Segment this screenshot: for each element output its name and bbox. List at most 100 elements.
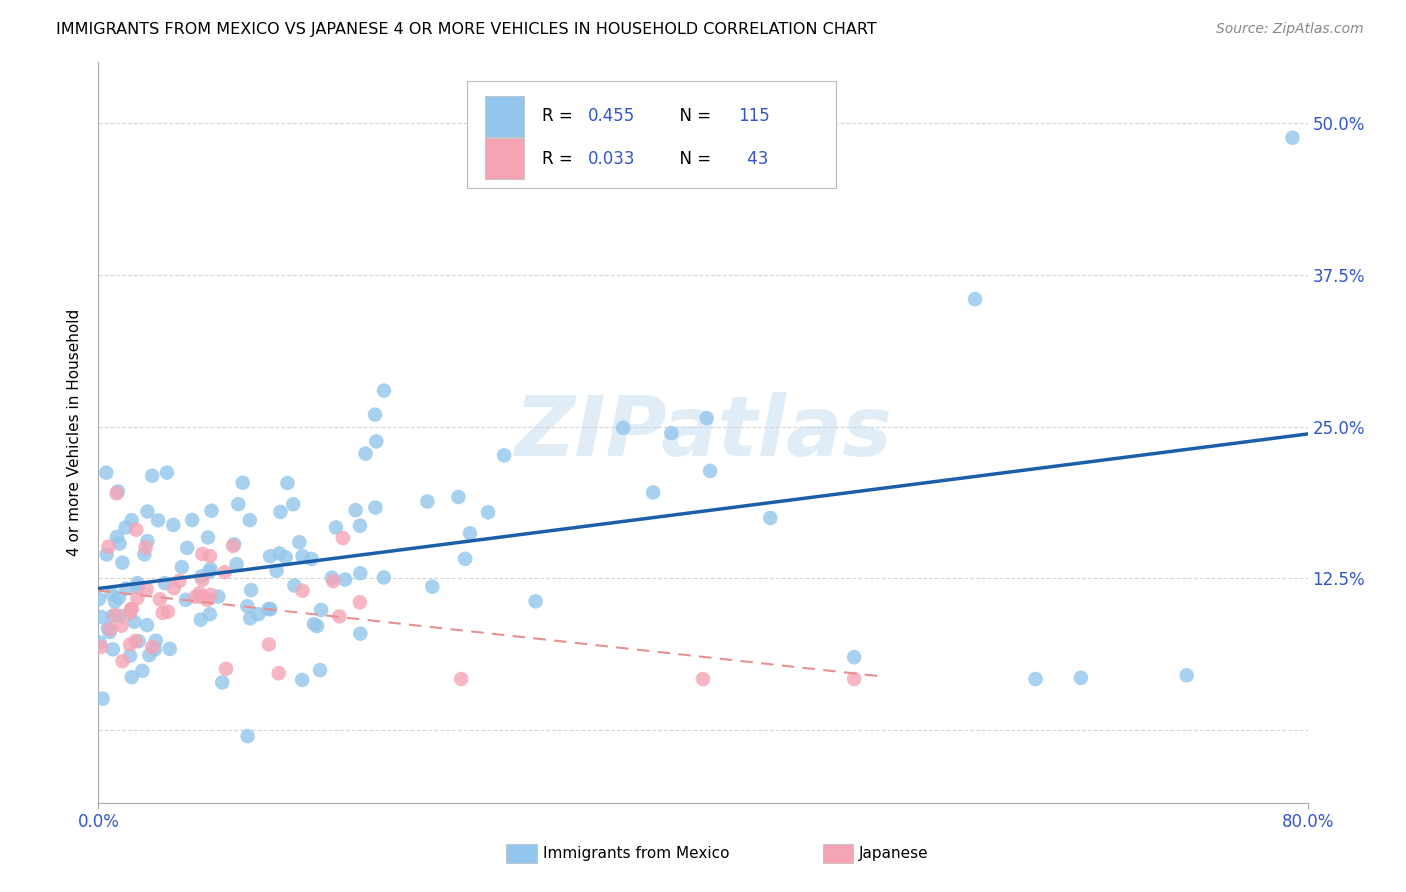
Point xyxy=(349,566,371,581)
Point xyxy=(215,662,238,676)
Point xyxy=(146,513,169,527)
Point xyxy=(124,615,146,629)
Point xyxy=(259,602,281,616)
Point xyxy=(111,654,134,668)
Point xyxy=(325,520,347,534)
Point xyxy=(274,550,297,565)
Point xyxy=(332,531,354,545)
Point xyxy=(90,640,112,654)
Y-axis label: 4 or more Vehicles in Household: 4 or more Vehicles in Household xyxy=(67,309,83,557)
Point xyxy=(143,642,166,657)
Point xyxy=(259,549,281,564)
Point xyxy=(105,486,128,500)
Point xyxy=(281,497,304,511)
Point xyxy=(96,466,118,480)
Point xyxy=(105,530,128,544)
Point xyxy=(100,586,122,600)
Point xyxy=(322,574,344,588)
Text: R =: R = xyxy=(543,150,578,168)
Point xyxy=(198,549,221,563)
Point xyxy=(454,551,477,566)
Point xyxy=(136,534,159,549)
Point xyxy=(159,641,181,656)
Point xyxy=(349,595,371,609)
Text: R =: R = xyxy=(543,108,578,126)
Point xyxy=(188,586,211,600)
Point xyxy=(283,578,305,592)
Point xyxy=(152,606,174,620)
Point xyxy=(114,520,136,534)
Point xyxy=(101,608,124,623)
Point xyxy=(163,581,186,595)
Point xyxy=(96,548,118,562)
Point xyxy=(257,637,280,651)
Point xyxy=(145,633,167,648)
Point xyxy=(108,591,131,605)
Point xyxy=(643,485,665,500)
Point xyxy=(344,503,367,517)
Point xyxy=(170,560,193,574)
Point xyxy=(115,582,138,596)
Point xyxy=(1281,130,1303,145)
Point xyxy=(269,546,291,560)
Point xyxy=(121,670,143,684)
Point xyxy=(97,540,120,554)
Point xyxy=(307,619,329,633)
Point xyxy=(131,664,153,678)
Point xyxy=(477,505,499,519)
Point xyxy=(200,504,222,518)
Point xyxy=(349,518,371,533)
Point xyxy=(169,574,191,588)
Point xyxy=(699,464,721,478)
Point xyxy=(138,648,160,662)
Text: Japanese: Japanese xyxy=(859,847,929,861)
Point xyxy=(420,580,443,594)
Point xyxy=(121,513,143,527)
Point xyxy=(1070,671,1092,685)
Point xyxy=(696,411,718,425)
Point xyxy=(302,617,325,632)
Point xyxy=(118,606,141,620)
Point xyxy=(124,633,146,648)
Point xyxy=(321,571,343,585)
Point xyxy=(214,565,236,579)
Point xyxy=(1175,668,1198,682)
Point xyxy=(269,505,291,519)
Text: N =: N = xyxy=(669,108,717,126)
Point xyxy=(226,497,249,511)
Point xyxy=(191,590,214,604)
Point xyxy=(309,663,332,677)
Point xyxy=(108,536,131,550)
Point xyxy=(291,673,314,687)
Point xyxy=(120,648,142,663)
Point xyxy=(232,475,254,490)
Text: 115: 115 xyxy=(738,108,770,126)
Point xyxy=(364,500,387,515)
Point xyxy=(524,594,547,608)
Point xyxy=(236,599,259,614)
Point xyxy=(184,590,207,604)
Point xyxy=(211,675,233,690)
Point xyxy=(373,570,395,584)
Point xyxy=(354,447,377,461)
Point xyxy=(1024,672,1046,686)
Point xyxy=(156,466,179,480)
Point xyxy=(200,562,222,576)
Text: ZIPatlas: ZIPatlas xyxy=(515,392,891,473)
Point xyxy=(190,613,212,627)
Point xyxy=(104,607,127,622)
Point xyxy=(97,621,120,635)
Point xyxy=(222,539,245,553)
Point xyxy=(181,513,204,527)
Point xyxy=(135,582,157,596)
Point xyxy=(349,626,371,640)
Point xyxy=(101,642,124,657)
Point xyxy=(759,511,782,525)
Point xyxy=(127,576,149,591)
Text: Immigrants from Mexico: Immigrants from Mexico xyxy=(543,847,730,861)
Point xyxy=(276,475,298,490)
Point xyxy=(176,541,198,555)
Point xyxy=(128,634,150,648)
Text: N =: N = xyxy=(669,150,717,168)
Point xyxy=(135,541,157,555)
